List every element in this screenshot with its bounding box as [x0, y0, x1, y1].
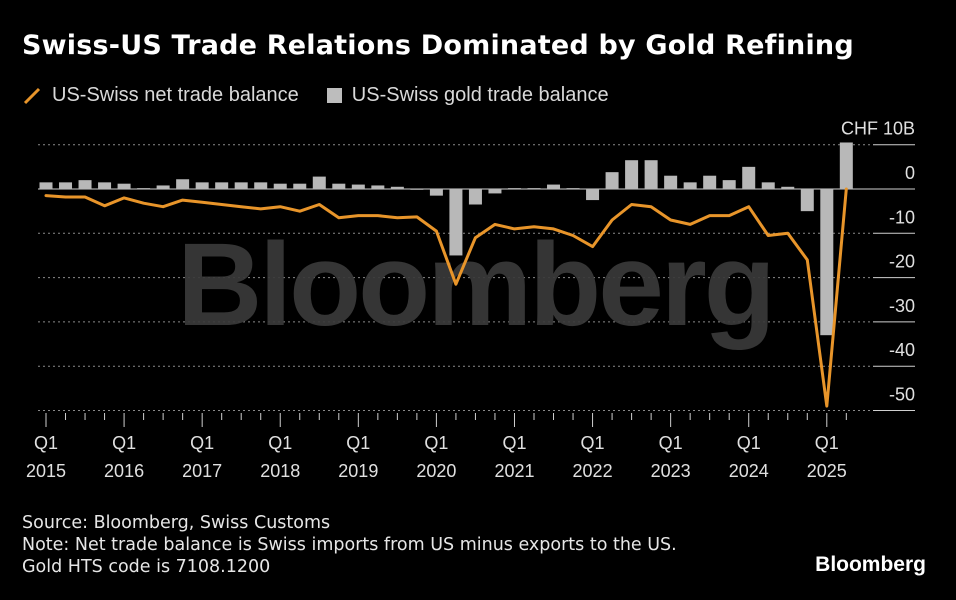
gold-bar [59, 182, 73, 189]
y-tick-label: -10 [889, 207, 915, 227]
gold-bar [507, 188, 521, 189]
legend-line-label: US-Swiss net trade balance [52, 84, 299, 106]
x-tick-quarter: Q1 [268, 433, 292, 453]
gold-bar [39, 182, 53, 189]
y-tick-label: 0 [905, 163, 915, 183]
x-tick-year: 2024 [729, 461, 769, 481]
footer: Source: Bloomberg, Swiss Customs Note: N… [22, 512, 677, 578]
x-tick-quarter: Q1 [502, 433, 526, 453]
gold-bar [644, 160, 658, 189]
gold-bar [449, 189, 463, 256]
x-tick-year: 2019 [338, 461, 378, 481]
gold-bar [742, 166, 756, 189]
x-tick-quarter: Q1 [190, 433, 214, 453]
line-series [44, 187, 848, 408]
gold-bar [839, 142, 853, 189]
legend-bar-label: US-Swiss gold trade balance [351, 84, 609, 106]
brand-logo: Bloomberg [815, 553, 926, 576]
gold-bar [390, 186, 404, 189]
x-tick-quarter: Q1 [424, 433, 448, 453]
gold-bar [215, 182, 229, 189]
legend-bar-swatch [326, 88, 342, 103]
gold-bar [605, 172, 619, 189]
gold-bar [117, 183, 131, 189]
gold-bar [468, 189, 482, 205]
gold-bar [488, 189, 502, 194]
x-tick-year: 2023 [651, 461, 691, 481]
gold-bar [410, 189, 424, 190]
gold-bar [78, 180, 92, 189]
gold-bar [547, 184, 561, 189]
legend: US-Swiss net trade balance US-Swiss gold… [22, 84, 609, 107]
x-tick-year: 2018 [260, 461, 300, 481]
y-tick-label: -30 [889, 296, 915, 316]
gold-bar [98, 182, 112, 189]
x-tick-year: 2020 [416, 461, 456, 481]
chart-area: Bloomberg CHF 10B 0 -10 -20 -30 -40 -50 Q1 2015… [26, 119, 915, 481]
x-axis: Q1 2015 Q1 2016 Q1 2017 Q1 2018 Q1 2019 Q1 2020 Q1 20… [26, 413, 847, 481]
gold-bar [137, 188, 151, 189]
gold-bar [761, 182, 775, 189]
watermark: Bloomberg [177, 219, 773, 351]
gold-bar [273, 183, 287, 189]
x-tick-quarter: Q1 [34, 433, 58, 453]
x-tick-year: 2021 [494, 461, 534, 481]
gold-bar [195, 182, 209, 189]
legend-line-swatch [22, 86, 42, 106]
gold-bar [586, 189, 600, 201]
x-tick-quarter: Q1 [581, 433, 605, 453]
gold-bar [332, 183, 346, 189]
gold-bar [625, 160, 639, 189]
x-tick-year: 2022 [573, 461, 613, 481]
x-tick-quarter: Q1 [737, 433, 761, 453]
source-note: Source: Bloomberg, Swiss Customs [22, 513, 331, 533]
gold-bar [722, 180, 736, 189]
y-tick-label: -20 [889, 252, 915, 272]
gold-bar [254, 182, 268, 189]
x-tick-quarter: Q1 [346, 433, 370, 453]
gold-bar [293, 183, 307, 189]
x-tick-year: 2025 [807, 461, 847, 481]
x-tick-year: 2017 [182, 461, 222, 481]
gold-bar [781, 186, 795, 189]
gold-bar [371, 185, 385, 189]
gold-bar [312, 176, 326, 189]
gold-bar [820, 189, 834, 336]
note-text: Note: Net trade balance is Swiss imports… [22, 535, 677, 555]
gold-bar [176, 179, 190, 189]
hts-note: Gold HTS code is 7108.1200 [22, 557, 271, 577]
gold-bar [156, 185, 170, 189]
x-tick-quarter: Q1 [659, 433, 683, 453]
y-tick-label: -40 [889, 340, 915, 360]
bar-series [39, 142, 853, 336]
gold-bar [800, 189, 814, 212]
y-tick-label: -50 [889, 385, 915, 405]
y-axis: CHF 10B 0 -10 -20 -30 -40 -50 [841, 119, 915, 411]
x-tick-quarter: Q1 [815, 433, 839, 453]
gold-bar [351, 184, 365, 189]
gold-bar [703, 175, 717, 189]
gold-bar [527, 188, 541, 189]
gold-bar [429, 189, 443, 196]
chart-title: Swiss-US Trade Relations Dominated by Go… [22, 30, 854, 61]
gold-bar [566, 188, 580, 189]
net-balance-line [44, 187, 848, 408]
gold-bar [683, 182, 697, 189]
x-tick-year: 2016 [104, 461, 144, 481]
x-tick-year: 2015 [26, 461, 66, 481]
x-tick-quarter: Q1 [112, 433, 136, 453]
gold-bar [234, 182, 248, 189]
y-tick-label: CHF 10B [841, 119, 915, 139]
gold-bar [664, 175, 678, 189]
